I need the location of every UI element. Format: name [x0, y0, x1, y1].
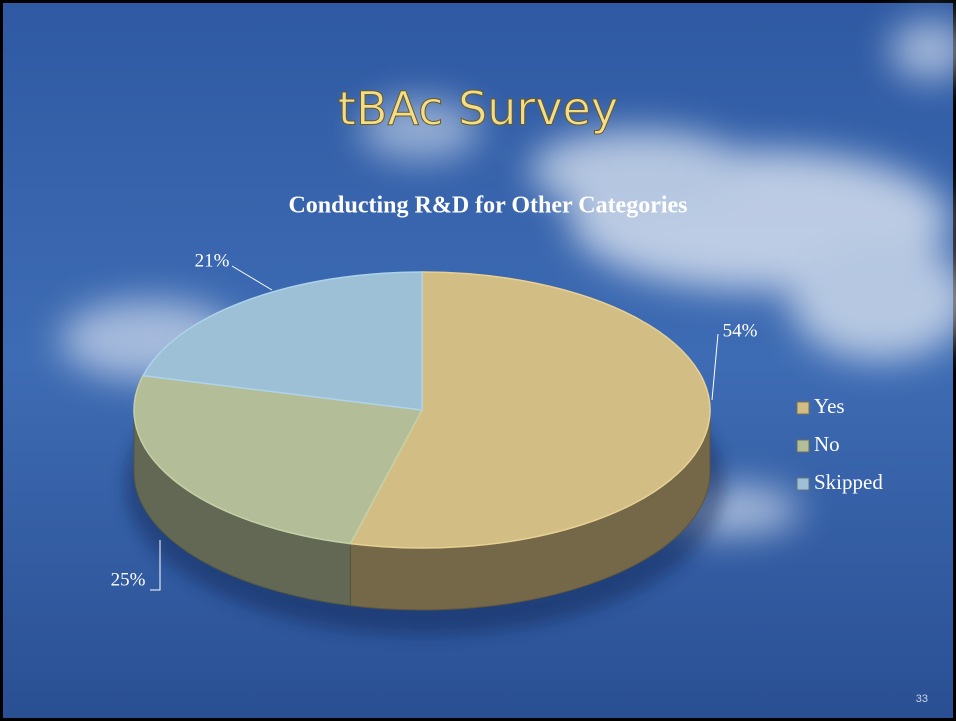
chart-title: Conducting R&D for Other Categories [288, 193, 687, 219]
legend-marker [797, 478, 809, 490]
legend-marker [797, 402, 809, 414]
legend-marker [797, 440, 809, 452]
slide-title: tBAc Survey [338, 82, 618, 136]
legend-label: Skipped [814, 470, 883, 494]
slide: tBAc Survey Conducting R&D for Other Cat… [0, 0, 956, 721]
data-label: 54% [723, 320, 758, 341]
data-label: 25% [111, 569, 146, 590]
legend-label: No [814, 432, 840, 456]
legend-label: Yes [814, 394, 845, 418]
data-label: 21% [195, 250, 230, 271]
page-number: 33 [916, 693, 928, 705]
